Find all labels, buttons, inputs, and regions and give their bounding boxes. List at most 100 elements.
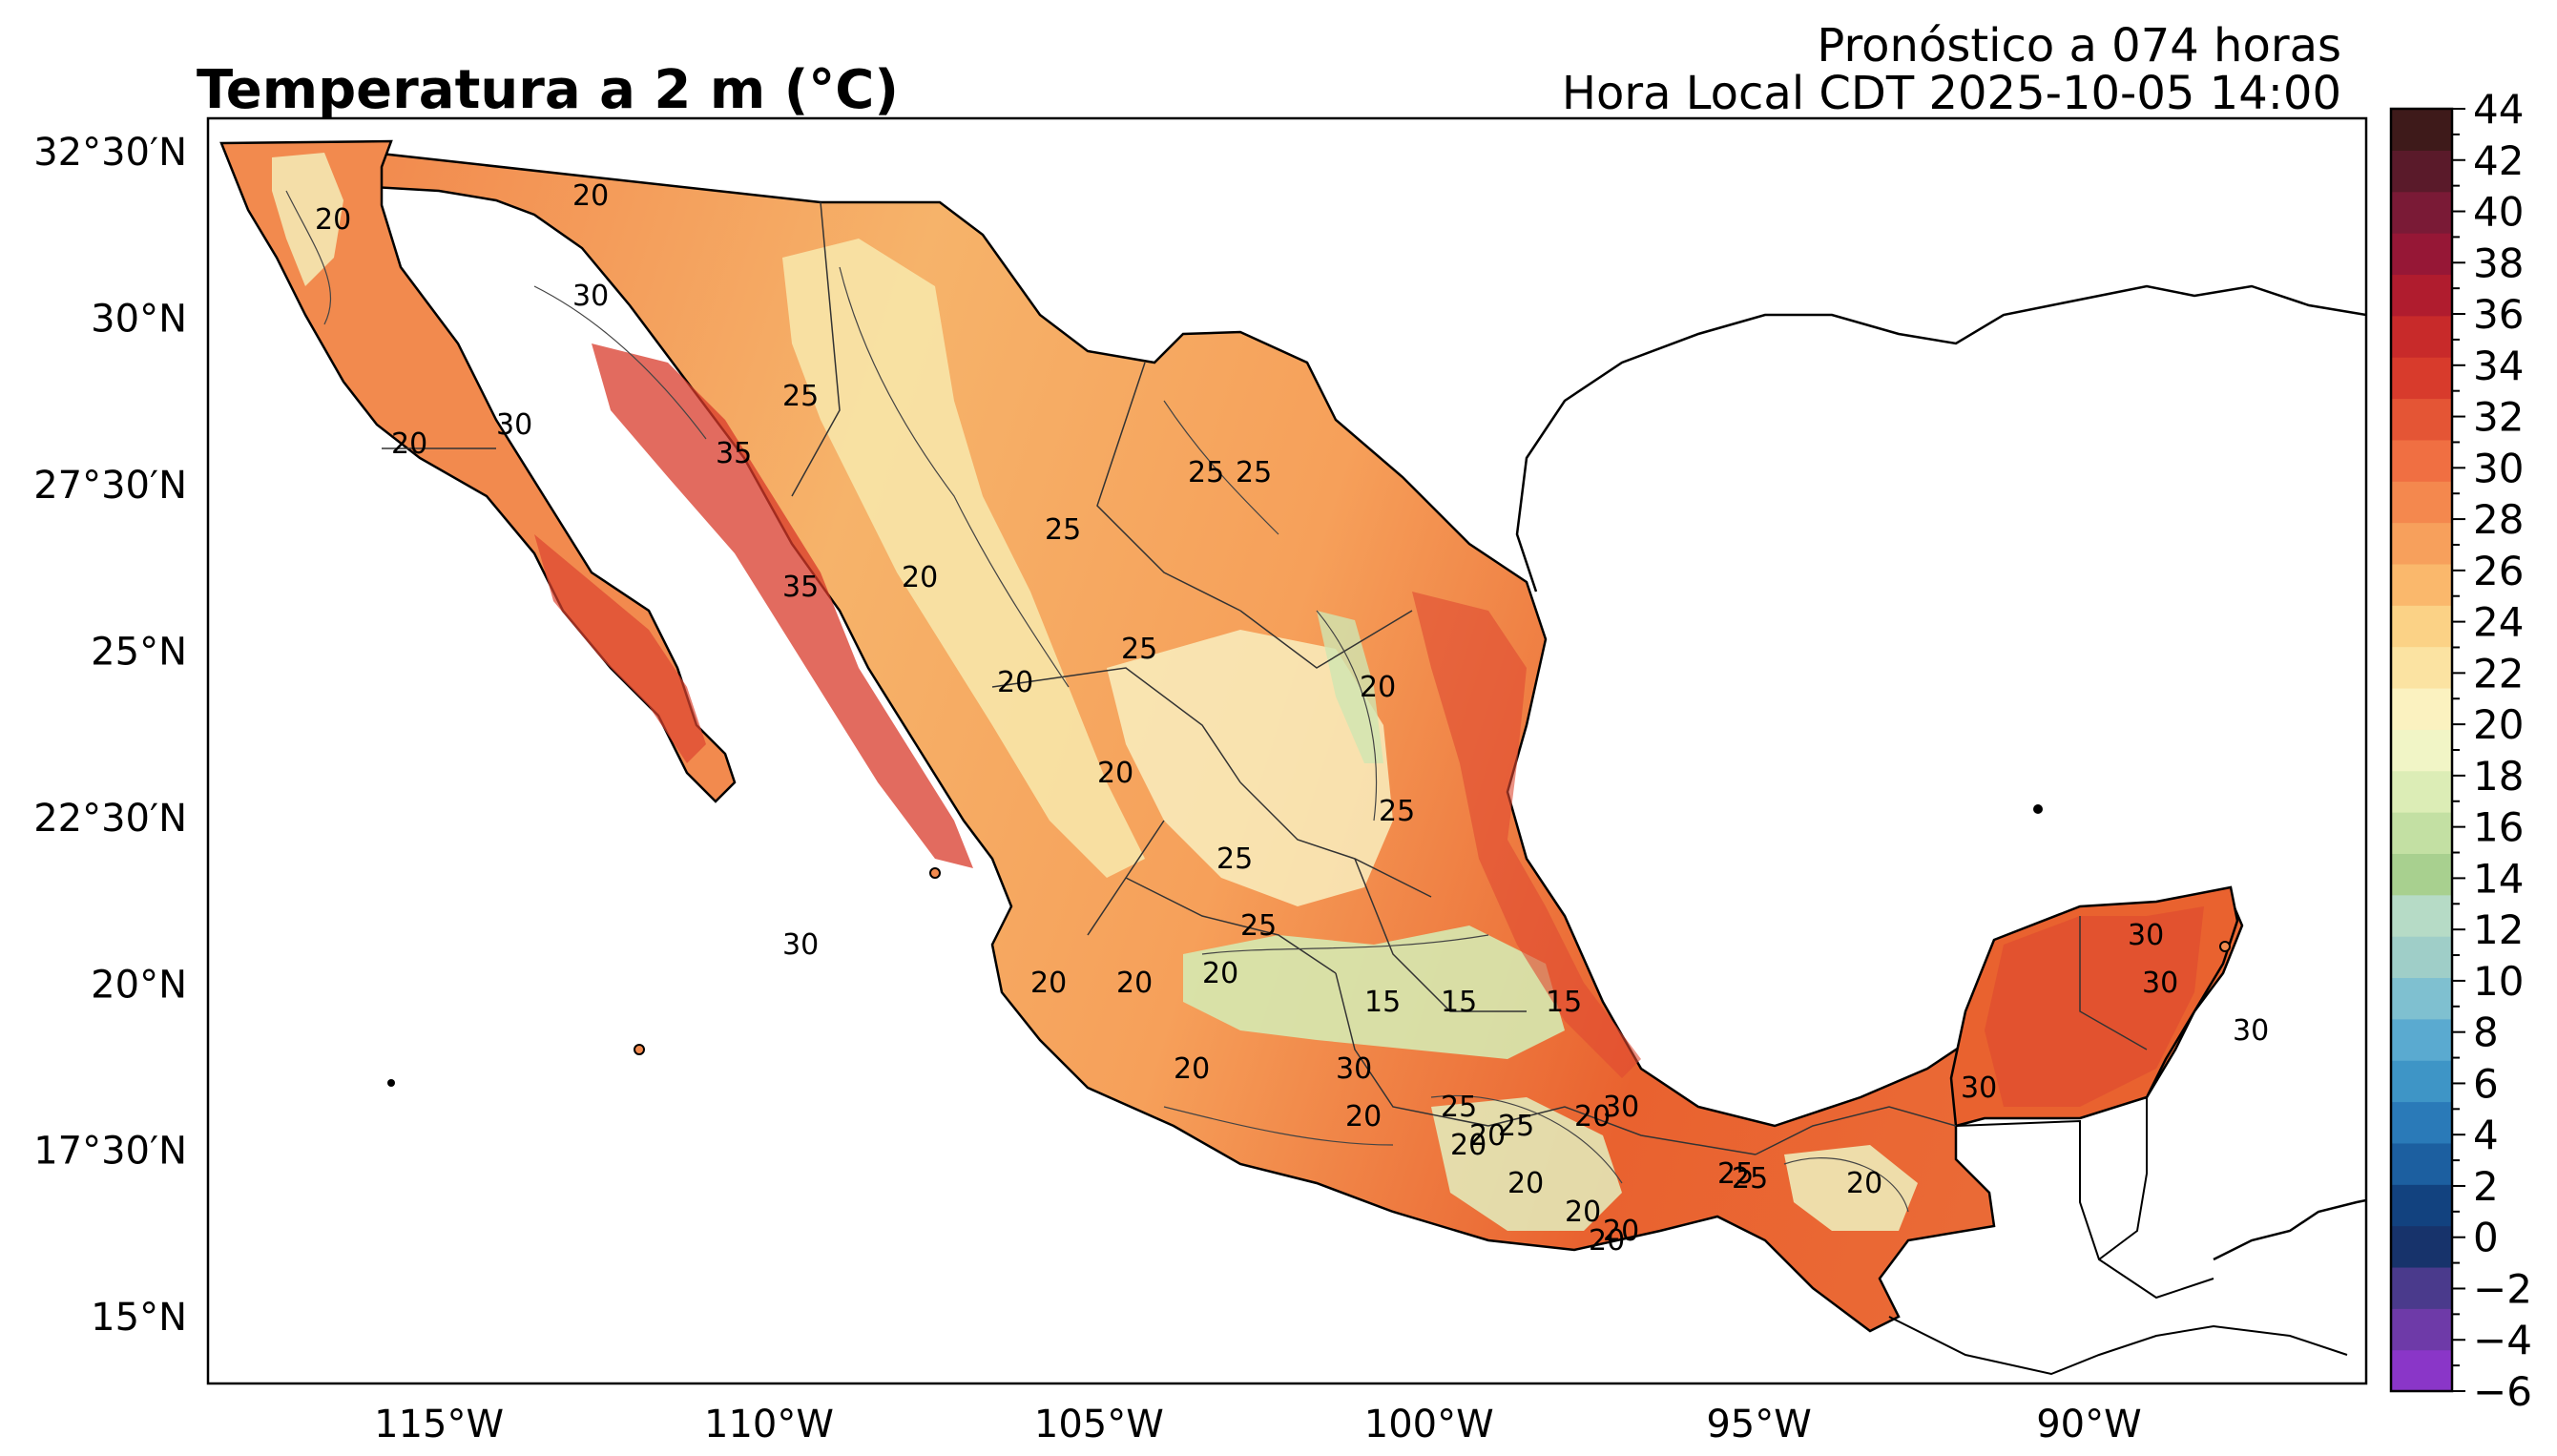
colorbar-tick-label: 26 <box>2473 548 2524 594</box>
colorbar-tick-label: 34 <box>2473 343 2524 389</box>
hot-zone-gulf-coast <box>1412 592 1641 1078</box>
isotherm-value-label: 30 <box>2142 967 2178 1000</box>
colorbar-tick-label: 18 <box>2473 753 2524 800</box>
isotherm-value-label: 20 <box>1846 1167 1882 1200</box>
colorbar-tick-label: 36 <box>2473 291 2524 338</box>
isotherm-value-label: 30 <box>496 408 532 442</box>
isotherm-value-label: 35 <box>782 571 819 604</box>
colorbar-tick-label: 16 <box>2473 804 2524 851</box>
colorbar-tick-label: 8 <box>2473 1009 2499 1056</box>
isotherm-value-label: 20 <box>1507 1167 1544 1200</box>
colorbar-tick-label: 12 <box>2473 906 2524 953</box>
isotherm-value-label: 25 <box>1236 456 1272 489</box>
colorbar-segment <box>2391 1060 2452 1103</box>
colorbar-tick-label: 4 <box>2473 1112 2499 1158</box>
colorbar-segment <box>2391 687 2452 730</box>
forecast-hour-label: Pronóstico a 074 horas <box>1817 19 2341 73</box>
map-frame <box>206 116 2368 1385</box>
isotherm-value-label: 25 <box>782 380 819 413</box>
isotherm-value-label: 15 <box>1441 986 1477 1019</box>
isotherm-value-label: 15 <box>1364 986 1401 1019</box>
cool-zone-sierra-madre-occidental <box>782 239 1145 878</box>
isotherm-value-label: 30 <box>782 928 819 962</box>
colorbar-segment <box>2391 936 2452 979</box>
colorbar-segment <box>2391 191 2452 234</box>
colorbar-segment <box>2391 1266 2452 1309</box>
isotherm-value-label: 20 <box>1097 757 1133 790</box>
island-guadalupe <box>387 1079 395 1087</box>
cool-zone-transvolcanic <box>1183 926 1565 1059</box>
lat-tick-label: 15°N <box>91 1296 187 1340</box>
island-revillagigedo <box>634 1044 645 1055</box>
isotherm-value-label: 25 <box>1717 1157 1754 1191</box>
colorbar-segment <box>2391 1018 2452 1061</box>
colorbar-tick-label: 38 <box>2473 239 2524 286</box>
hot-zone-yucatan <box>1985 906 2204 1107</box>
isotherm-value-label: 20 <box>1030 967 1067 1000</box>
lon-tick-label: 105°W <box>1034 1403 1164 1446</box>
colorbar-segment <box>2391 522 2452 565</box>
lat-tick-label: 25°N <box>91 630 187 674</box>
isotherm-value-label: 20 <box>1360 671 1396 704</box>
isotherm-value-label: 20 <box>997 666 1033 699</box>
isotherm-value-label: 20 <box>1202 957 1238 990</box>
lon-tick-label: 115°W <box>374 1403 504 1446</box>
hot-zone-sonora-sinaloa <box>592 343 973 868</box>
state-borders <box>382 201 2148 1155</box>
cool-zone-baja-north <box>272 153 343 286</box>
colorbar-segment <box>2391 563 2452 606</box>
colorbar-tick-label: 28 <box>2473 496 2524 543</box>
colorbar: 4442403836343230282624222018161412108642… <box>2389 86 2532 1415</box>
colorbar-tick-label: 44 <box>2473 86 2524 133</box>
lat-tick-label: 27°30′N <box>33 464 187 508</box>
isotherm-value-label: 20 <box>391 427 427 461</box>
isotherm-value-label: 25 <box>1240 909 1277 943</box>
isotherm-value-label: 35 <box>716 437 752 470</box>
isotherm-value-label: 25 <box>1216 842 1253 876</box>
isotherm-value-label: 25 <box>1121 633 1157 666</box>
colorbar-segment <box>2391 233 2452 276</box>
hot-zone-baja-south <box>534 534 706 763</box>
valid-time-label: Hora Local CDT 2025-10-05 14:00 <box>1561 67 2341 120</box>
colorbar-tick-label: −2 <box>2473 1265 2532 1312</box>
isotherm-value-label: 30 <box>572 280 609 313</box>
isotherm-value-label: 30 <box>2233 1014 2269 1048</box>
colorbar-segment <box>2391 770 2452 813</box>
isotherm-value-label: 20 <box>1116 967 1153 1000</box>
isotherm-value-label: 20 <box>1174 1052 1210 1086</box>
colorbar-tick-label: 24 <box>2473 599 2524 646</box>
map-title: Temperatura a 2 m (°C) <box>197 59 899 121</box>
colorbar-segment <box>2391 1308 2452 1351</box>
colorbar-segment <box>2391 274 2452 317</box>
isotherm-value-label: 30 <box>2128 919 2164 952</box>
colorbar-segment <box>2391 812 2452 854</box>
colorbar-segment <box>2391 1142 2452 1185</box>
colorbar-segment <box>2391 894 2452 937</box>
colorbar-segment <box>2391 150 2452 193</box>
isotherm-value-label: 20 <box>572 179 609 213</box>
colorbar-segment <box>2391 315 2452 358</box>
isotherm-value-label: 25 <box>1188 456 1224 489</box>
cool-zone-oaxaca <box>1431 1097 1622 1231</box>
colorbar-tick-label: 42 <box>2473 137 2524 184</box>
isotherm-value-label: 20 <box>902 561 938 594</box>
latitude-axis: 32°30′N 30°N 27°30′N 25°N 22°30′N 20°N 17°30′N… <box>33 131 187 1340</box>
lon-tick-label: 110°W <box>704 1403 834 1446</box>
isotherm-value-label: 30 <box>1961 1071 1997 1105</box>
colorbar-segment <box>2391 1349 2452 1392</box>
us-gulf-coastline <box>1515 284 2366 593</box>
colorbar-segment <box>2391 977 2452 1020</box>
isotherm-value-label: 20 <box>1565 1196 1601 1229</box>
colorbar-segment <box>2391 646 2452 689</box>
colorbar-segment <box>2391 439 2452 482</box>
lon-tick-label: 95°W <box>1706 1403 1811 1446</box>
colorbar-tick-label: 2 <box>2473 1163 2499 1210</box>
colorbar-segment <box>2391 481 2452 524</box>
lon-tick-label: 90°W <box>2036 1403 2141 1446</box>
isotherm-value-label: 15 <box>1546 986 1582 1019</box>
isotherm-value-label: 30 <box>1603 1091 1639 1124</box>
lat-tick-label: 32°30′N <box>33 131 187 175</box>
lon-tick-label: 100°W <box>1364 1403 1494 1446</box>
colorbar-tick-label: 22 <box>2473 650 2524 697</box>
